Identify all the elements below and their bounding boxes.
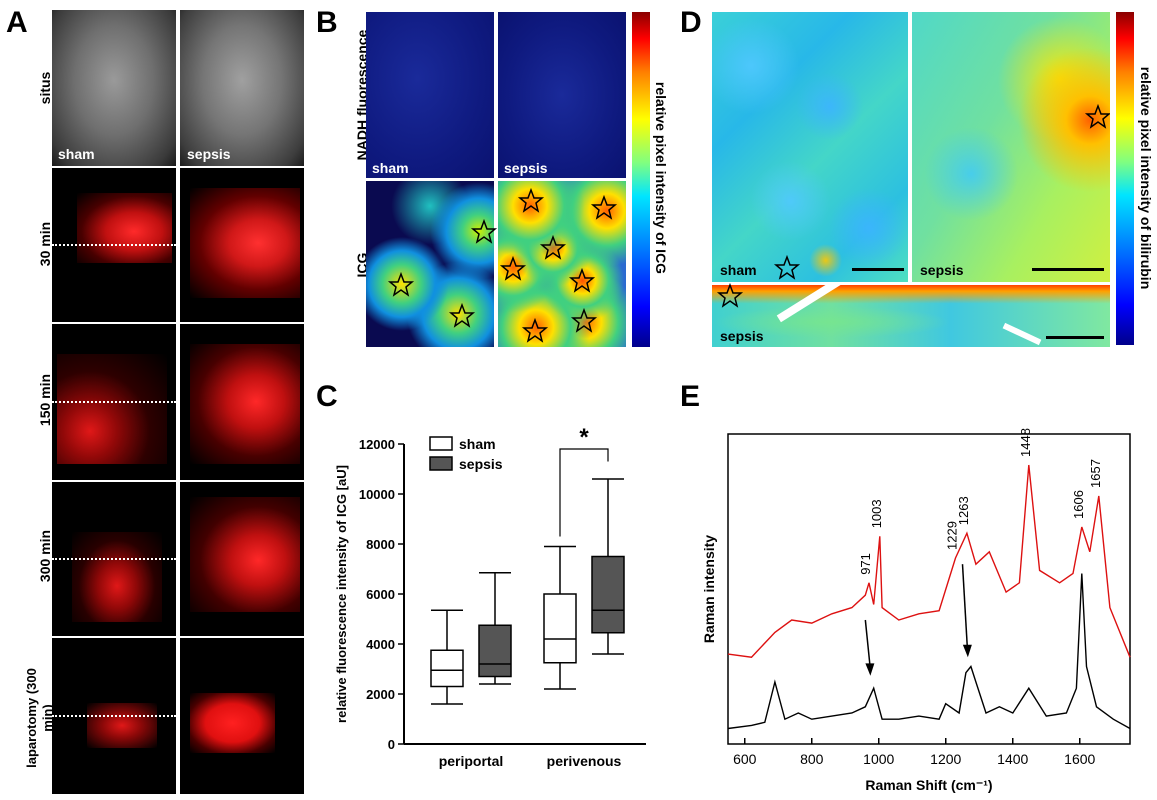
peak-label: 1448 (1018, 428, 1033, 457)
panel-c-letter: C (316, 380, 338, 413)
legend-label: sham (459, 436, 496, 452)
star-icon (570, 307, 598, 333)
peak-label: 1606 (1071, 490, 1086, 519)
y-axis-label: Raman intensity (701, 535, 717, 643)
y-tick-label: 2000 (366, 687, 395, 702)
panel-e-letter: E (680, 380, 701, 413)
y-tick-label: 8000 (366, 537, 395, 552)
situs-sham-image (52, 10, 176, 166)
box (478, 624, 512, 678)
y-tick-label: 0 (388, 737, 395, 752)
dotline-300min (52, 558, 176, 560)
situs-sepsis-image (180, 10, 304, 166)
bilirubin-sepsis-strip-label: sepsis (720, 328, 764, 344)
fluo-300min-sepsis (180, 482, 304, 636)
dotline-150min (52, 401, 176, 403)
dotline-laparotomy (52, 715, 176, 717)
bilirubin-sepsis-image (912, 12, 1110, 282)
peak-label: 1657 (1088, 459, 1103, 488)
panel-b-letter: B (316, 6, 338, 39)
bilirubin-sham-label: sham (720, 262, 757, 278)
x-tick-label: 600 (733, 751, 757, 767)
peak-label: 1263 (956, 496, 971, 525)
star-icon (773, 254, 801, 280)
legend-swatch (429, 436, 453, 451)
star-icon (387, 271, 415, 297)
panel-b-stars (387, 187, 618, 343)
nadh-sham-label: sham (372, 160, 409, 176)
star-icon (448, 302, 476, 328)
star-icon (499, 255, 527, 281)
icg-sepsis-image (498, 181, 626, 347)
row-label-300min: 300 min (37, 529, 53, 583)
x-axis-label: Raman Shift (cm⁻¹) (865, 777, 992, 793)
x-tick-label: 1400 (997, 751, 1028, 767)
box (543, 593, 577, 664)
icg-colorbar-label: relative pixel intensity of ICG (653, 81, 669, 275)
peak-label: 971 (858, 553, 873, 575)
bilirubin-colorbar-label: relative pixel intensity of bilirubin (1138, 66, 1154, 290)
star-icon (539, 234, 567, 260)
star-icon (590, 194, 618, 220)
x-tick-label: 1600 (1064, 751, 1095, 767)
significance-bracket (559, 448, 609, 537)
box-plot-chart: 0 2000 4000 6000 8000 10000 12000 relative fluo… (334, 424, 646, 769)
x-category-label: perivenous (547, 753, 622, 769)
star-icon (521, 317, 549, 343)
bilirubin-sepsis-label: sepsis (920, 262, 964, 278)
icg-sham-image (366, 181, 494, 347)
row-label-30min: 30 min (37, 221, 53, 267)
fluo-laparotomy-sepsis (180, 638, 304, 794)
spectrum-line-lower (727, 573, 1131, 730)
y-tick-label: 6000 (366, 587, 395, 602)
star-icon (1084, 103, 1110, 129)
raman-spectrum-chart: 600 800 1000 1200 1400 1600 Raman Shift (cm⁻¹)… (701, 428, 1131, 793)
nadh-sham-image (366, 12, 494, 178)
legend-swatch (429, 456, 453, 471)
legend-label: sepsis (459, 456, 503, 472)
row-label-situs: situs (37, 71, 53, 105)
nadh-sepsis-label: sepsis (504, 160, 548, 176)
box (591, 555, 625, 634)
box (430, 649, 464, 688)
fluo-30min-sepsis (180, 168, 304, 322)
panel-d-stars (716, 103, 1110, 308)
arrow-971 (864, 619, 872, 670)
fluo-150min-sepsis (180, 324, 304, 480)
star-icon (470, 218, 498, 244)
significance-marker: * (579, 424, 589, 451)
scale-bar (1032, 268, 1104, 271)
situs-sham-label: sham (58, 146, 95, 162)
situs-sepsis-label: sepsis (187, 146, 231, 162)
peak-label: 1003 (869, 499, 884, 528)
bilirubin-sham-image (712, 12, 908, 282)
arrow-head-1263 (962, 644, 972, 658)
x-tick-label: 1200 (930, 751, 961, 767)
star-icon (716, 282, 744, 308)
row-label-150min: 150 min (37, 373, 53, 427)
plot-frame (727, 433, 1131, 745)
dotline-30min (52, 244, 176, 246)
icg-colorbar (632, 12, 650, 347)
panel-d-letter: D (680, 6, 702, 39)
y-tick-label: 4000 (366, 637, 395, 652)
arrow-1263 (961, 564, 969, 652)
scale-bar (852, 268, 904, 271)
bilirubin-colorbar (1116, 12, 1134, 345)
x-tick-label: 800 (800, 751, 824, 767)
y-axis-label: relative fluorescence intensity of ICG [… (334, 465, 349, 723)
x-category-label: periportal (439, 753, 504, 769)
y-tick-label: 10000 (359, 487, 395, 502)
peak-label: 1229 (944, 521, 959, 550)
spectrum-line-upper (727, 464, 1131, 658)
scale-bar (1046, 336, 1104, 339)
arrow-head-971 (865, 663, 875, 676)
y-tick-label: 12000 (359, 437, 395, 452)
nadh-sepsis-image (498, 12, 626, 178)
star-icon (568, 267, 596, 293)
panel-a-letter: A (6, 6, 28, 39)
star-icon (517, 187, 545, 213)
x-tick-label: 1000 (863, 751, 894, 767)
bilirubin-sepsis-strip (712, 285, 1110, 347)
